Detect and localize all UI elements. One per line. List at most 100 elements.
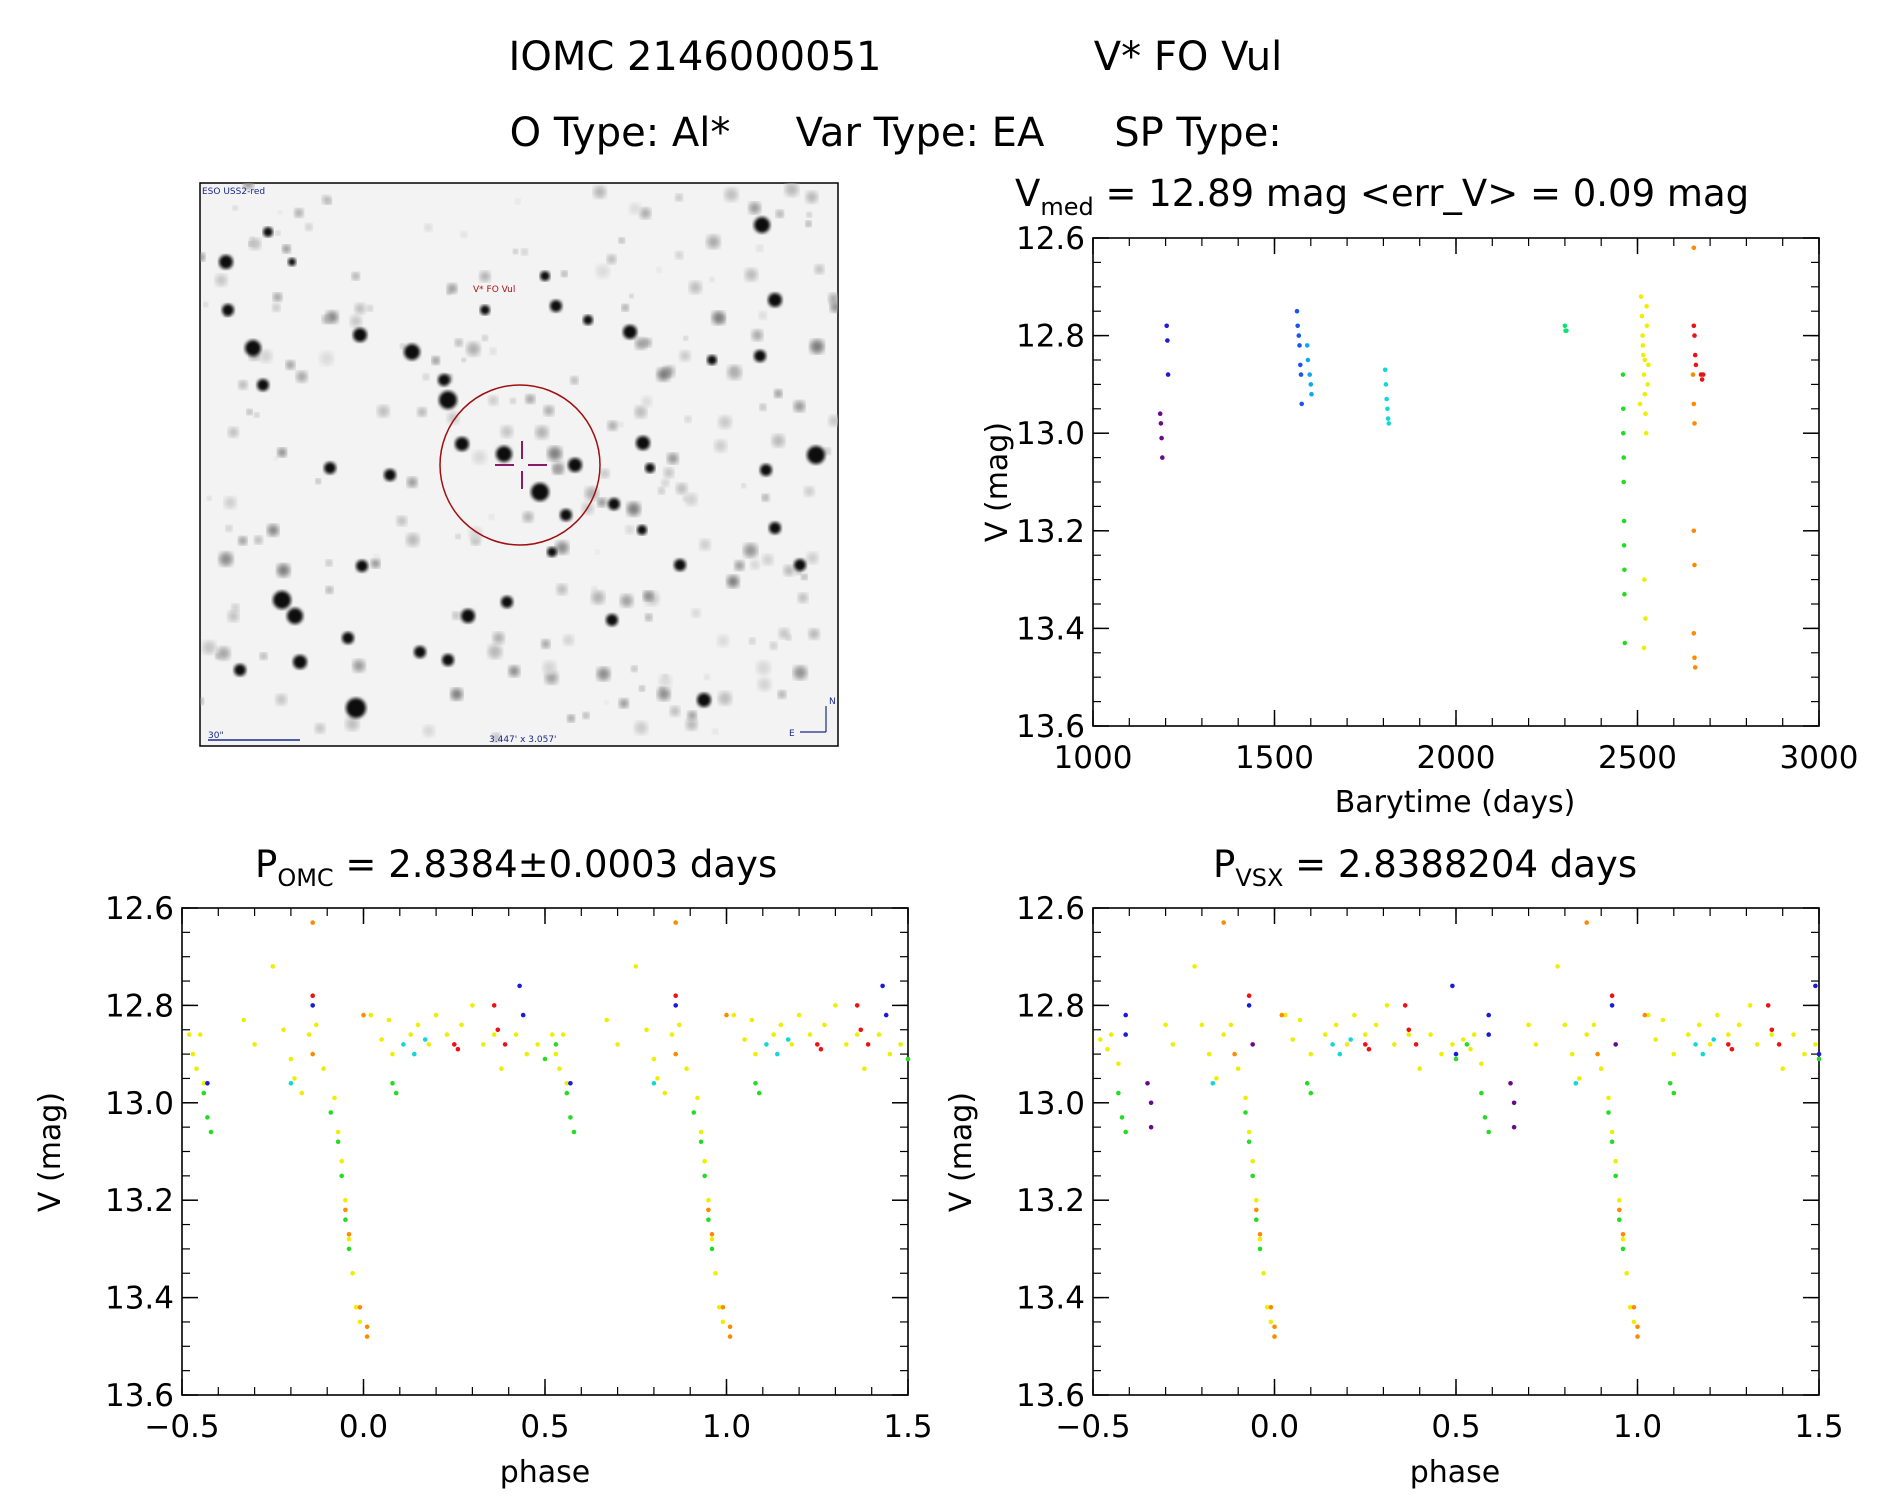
sptype-label: SP Type: xyxy=(1114,110,1282,156)
data-point xyxy=(1246,1139,1252,1145)
data-point xyxy=(1622,640,1628,646)
data-point xyxy=(1159,435,1164,441)
data-point xyxy=(1486,1032,1491,1037)
faint-star xyxy=(683,336,688,341)
bright-star xyxy=(356,560,368,572)
data-point xyxy=(651,1081,657,1086)
data-point xyxy=(1164,323,1169,329)
faint-star xyxy=(748,202,761,214)
data-point xyxy=(328,1110,334,1115)
data-point xyxy=(1640,333,1645,338)
lightcurve-panel: Vmed = 12.89 mag <err_V> = 0.09 mag Bary… xyxy=(980,172,1858,820)
data-point xyxy=(753,1081,758,1086)
bright-star xyxy=(288,258,296,266)
faint-star xyxy=(670,706,680,717)
data-point xyxy=(412,1051,417,1057)
data-point xyxy=(459,1022,464,1028)
data-point xyxy=(691,1110,697,1115)
faint-star xyxy=(225,525,232,532)
data-point xyxy=(706,1217,711,1222)
data-point xyxy=(833,1003,838,1008)
bright-star xyxy=(404,344,420,360)
faint-star xyxy=(556,584,568,595)
data-point xyxy=(1620,372,1626,377)
faint-star xyxy=(718,415,732,429)
data-point xyxy=(390,1051,395,1057)
data-point xyxy=(1382,367,1388,373)
data-point xyxy=(1617,1217,1622,1222)
faint-star xyxy=(469,527,483,541)
faint-star xyxy=(625,525,634,534)
x-tick-label: 0.5 xyxy=(1431,1409,1480,1445)
data-point xyxy=(1254,1207,1259,1213)
data-point xyxy=(655,1076,660,1081)
bright-star xyxy=(769,522,781,534)
bright-star xyxy=(439,391,457,409)
data-point xyxy=(1307,372,1312,377)
data-point xyxy=(716,1305,722,1310)
bright-star xyxy=(324,462,336,474)
data-point xyxy=(1098,1037,1103,1042)
faint-star xyxy=(315,478,321,484)
data-point xyxy=(564,1090,570,1096)
data-point xyxy=(1641,372,1647,377)
faint-star xyxy=(345,717,359,731)
data-point xyxy=(673,993,678,998)
faint-star xyxy=(620,594,633,607)
data-point xyxy=(241,1017,246,1023)
faint-star xyxy=(275,230,281,236)
faint-star xyxy=(798,593,808,603)
data-point xyxy=(343,1197,348,1203)
faint-star xyxy=(488,644,502,659)
data-point xyxy=(1624,1271,1629,1276)
data-point xyxy=(684,1066,689,1071)
faint-star xyxy=(643,591,654,601)
faint-star xyxy=(830,301,838,313)
y-tick-label: 13.0 xyxy=(105,1086,174,1122)
y-tick-label: 13.6 xyxy=(105,1378,174,1414)
data-point xyxy=(1246,1003,1252,1008)
data-point xyxy=(644,1027,649,1033)
data-point xyxy=(1691,401,1697,407)
scale-label: 30" xyxy=(208,731,224,741)
data-point xyxy=(1453,1051,1459,1057)
data-point xyxy=(1644,304,1649,309)
data-point xyxy=(807,1032,813,1037)
faint-star xyxy=(709,277,715,282)
data-point xyxy=(1170,1042,1176,1047)
data-point xyxy=(361,1012,366,1018)
data-point xyxy=(1692,562,1697,568)
data-point xyxy=(299,1090,305,1096)
faint-star xyxy=(515,198,521,204)
bright-star xyxy=(442,654,454,666)
data-point xyxy=(339,1173,345,1179)
faint-star xyxy=(593,185,606,199)
data-point xyxy=(709,1232,715,1237)
data-point xyxy=(727,1324,733,1330)
faint-star xyxy=(618,237,625,244)
data-point xyxy=(662,1090,668,1096)
faint-star xyxy=(656,267,662,273)
faint-star xyxy=(267,524,279,536)
data-point xyxy=(1642,1012,1648,1018)
faint-star xyxy=(814,264,825,274)
data-point xyxy=(1406,1027,1412,1033)
faint-star xyxy=(243,183,254,189)
data-point xyxy=(187,1032,192,1037)
faint-star xyxy=(759,404,767,411)
data-point xyxy=(673,1003,678,1008)
x-tick-label: 2500 xyxy=(1598,740,1677,776)
bright-star xyxy=(636,436,650,450)
y-tick-label: 12.8 xyxy=(105,988,174,1024)
data-point xyxy=(1555,964,1560,969)
data-point xyxy=(332,1095,337,1101)
faint-star xyxy=(626,502,641,516)
faint-star xyxy=(657,368,670,381)
faint-star xyxy=(542,660,557,675)
data-point xyxy=(778,1022,784,1028)
data-point xyxy=(695,1095,700,1101)
faint-star xyxy=(774,389,783,398)
data-point xyxy=(310,1003,316,1008)
faint-star xyxy=(685,493,698,506)
